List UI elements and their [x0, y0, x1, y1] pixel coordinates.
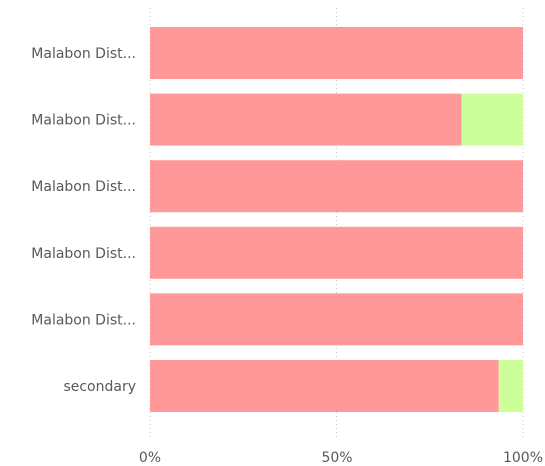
bar-segment — [498, 360, 523, 412]
bar-segment — [150, 360, 499, 412]
bar-segment — [150, 93, 462, 146]
bar-segment — [150, 226, 523, 279]
bar-segment — [461, 93, 523, 146]
category-label: Malabon Dist... — [31, 179, 136, 195]
bars — [150, 27, 523, 412]
x-tick-label: 100% — [503, 450, 543, 466]
category-label: Malabon Dist... — [31, 46, 136, 62]
category-label: secondary — [63, 379, 136, 395]
bar-segment — [150, 293, 523, 346]
category-label: Malabon Dist... — [31, 113, 136, 129]
x-axis-ticks: 0% 50% 100% — [139, 450, 543, 466]
category-label: Malabon Dist... — [31, 246, 136, 262]
category-label: Malabon Dist... — [31, 312, 136, 328]
category-labels: Malabon Dist... Malabon Dist... Malabon … — [31, 46, 136, 395]
bar-segment — [150, 27, 523, 79]
x-tick-label: 50% — [321, 450, 352, 466]
x-tick-label: 0% — [139, 450, 161, 466]
bar-segment — [150, 160, 523, 213]
